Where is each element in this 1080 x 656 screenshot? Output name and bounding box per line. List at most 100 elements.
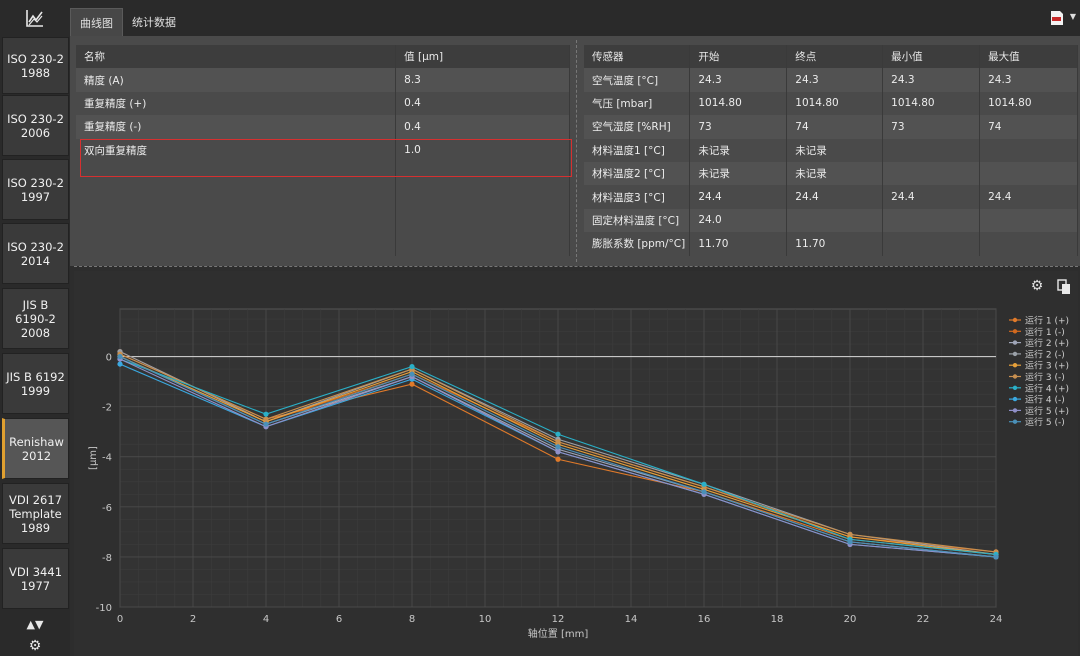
- data-point: [701, 481, 707, 487]
- settings-gear-icon[interactable]: ⚙: [28, 638, 42, 654]
- sidebar-item-label: VDI 2617 Template 1989: [8, 492, 63, 535]
- legend-entry[interactable]: 运行 5 (-): [1025, 416, 1065, 428]
- x-tick-label: 6: [336, 614, 342, 625]
- cell-value: [786, 208, 884, 233]
- sidebar-item-standard[interactable]: VDI 3441 1977: [2, 548, 69, 609]
- empty-cell: [395, 208, 570, 233]
- legend-marker: [1012, 419, 1018, 424]
- sidebar-item-standard[interactable]: Renishaw 2012: [2, 418, 69, 479]
- cell-value: 24.3: [786, 68, 884, 92]
- sidebar-item-label: JIS B 6192 1999: [6, 369, 65, 398]
- column-header: 开始: [689, 45, 788, 69]
- panel-divider-horizontal[interactable]: [74, 266, 1078, 267]
- pdf-dropdown-icon[interactable]: ▼: [1069, 12, 1076, 21]
- data-point: [555, 456, 561, 462]
- legend-entry[interactable]: 运行 2 (+): [1025, 337, 1069, 349]
- legend-marker: [1012, 340, 1018, 345]
- cell-value: 1.0: [395, 138, 570, 162]
- cell-name: 重复精度 (+): [76, 91, 397, 116]
- table-row[interactable]: 材料温度2 [°C] 未记录 未记录: [584, 161, 1078, 186]
- sidebar-item-standard[interactable]: ISO 230-2 2006: [2, 95, 69, 156]
- sidebar-item-standard[interactable]: JIS B 6192 1999: [2, 353, 69, 414]
- legend-entry[interactable]: 运行 1 (-): [1025, 326, 1065, 338]
- sidebar-item-standard[interactable]: ISO 230-2 1997: [2, 159, 69, 220]
- y-tick-label: -6: [102, 503, 112, 514]
- sidebar-item-standard[interactable]: ISO 230-2 2014: [2, 223, 69, 284]
- column-header: 终点: [786, 45, 884, 69]
- legend-marker: [1012, 317, 1018, 323]
- copy-chart-icon[interactable]: [1057, 279, 1071, 295]
- x-tick-label: 18: [771, 614, 784, 625]
- scroll-arrows-icon[interactable]: ▲▼: [26, 618, 44, 631]
- x-tick-label: 8: [409, 614, 415, 625]
- x-tick-label: 2: [190, 614, 196, 625]
- empty-cell: [76, 161, 397, 186]
- table-row[interactable]: 重复精度 (+) 0.4: [76, 91, 570, 116]
- column-header: 最大值: [979, 45, 1078, 69]
- legend-entry[interactable]: 运行 3 (-): [1025, 371, 1065, 383]
- empty-row: [76, 185, 570, 209]
- data-point: [409, 363, 415, 370]
- table-row[interactable]: 空气温度 [°C] 24.3 24.3 24.3 24.3: [584, 68, 1078, 92]
- data-point: [409, 371, 415, 377]
- cell-value: 24.4: [786, 185, 884, 209]
- cell-value: 24.0: [689, 208, 788, 233]
- table-row[interactable]: 双向重复精度 1.0: [76, 138, 570, 162]
- legend-entry[interactable]: 运行 4 (-): [1025, 394, 1065, 406]
- cell-value: 24.3: [882, 68, 981, 92]
- pdf-export-icon[interactable]: [1050, 10, 1064, 26]
- empty-cell: [395, 185, 570, 209]
- chart-settings-icon[interactable]: ⚙: [1030, 278, 1044, 294]
- x-tick-label: 20: [844, 614, 857, 625]
- legend-marker: [1012, 329, 1018, 334]
- table-row[interactable]: 材料温度1 [°C] 未记录 未记录: [584, 138, 1078, 162]
- table-row[interactable]: 膨胀系数 [ppm/°C] 11.70 11.70: [584, 232, 1078, 256]
- table-row[interactable]: 材料温度3 [°C] 24.4 24.4 24.4 24.4: [584, 185, 1078, 209]
- cell-sensor: 材料温度3 [°C]: [584, 185, 691, 209]
- legend-marker: [1012, 408, 1018, 413]
- table-row[interactable]: 空气湿度 [%RH] 73 74 73 74: [584, 115, 1078, 139]
- empty-row: [76, 161, 570, 186]
- table-row[interactable]: 精度 (A) 8.3: [76, 68, 570, 92]
- data-point: [847, 539, 853, 545]
- column-header: 最小值: [882, 45, 981, 69]
- legend-entry[interactable]: 运行 2 (-): [1025, 348, 1065, 360]
- legend-marker: [1012, 363, 1018, 368]
- column-header-value: 值 [µm]: [395, 45, 570, 69]
- sidebar-item-label: Renishaw 2012: [9, 434, 64, 463]
- x-tick-label: 4: [263, 614, 269, 625]
- data-point: [117, 353, 123, 360]
- cell-value: [979, 138, 1078, 162]
- legend-entry[interactable]: 运行 4 (+): [1025, 382, 1069, 394]
- empty-cell: [76, 185, 397, 209]
- legend-entry[interactable]: 运行 1 (+): [1025, 315, 1069, 327]
- panel-divider-vertical[interactable]: [576, 40, 577, 262]
- sidebar-item-standard[interactable]: JIS B 6190-2 2008: [2, 288, 69, 349]
- sidebar-item-label: ISO 230-2 1988: [7, 51, 64, 80]
- x-tick-label: 16: [698, 614, 711, 625]
- chart-logo-icon[interactable]: [0, 0, 70, 36]
- legend-entry[interactable]: 运行 5 (+): [1025, 405, 1069, 417]
- table-row[interactable]: 气压 [mbar] 1014.80 1014.80 1014.80 1014.80: [584, 91, 1078, 116]
- tab-statistics[interactable]: 统计数据: [132, 16, 176, 29]
- cell-sensor: 材料温度1 [°C]: [584, 138, 691, 162]
- cell-value: 24.4: [689, 185, 788, 209]
- cell-value: 8.3: [395, 68, 570, 92]
- table-row[interactable]: 固定材料温度 [°C] 24.0: [584, 208, 1078, 233]
- table-row[interactable]: 重复精度 (-) 0.4: [76, 115, 570, 139]
- y-axis-label: [µm]: [88, 446, 99, 470]
- tab-chart[interactable]: 曲线图: [70, 8, 123, 36]
- legend-entry[interactable]: 运行 3 (+): [1025, 360, 1069, 372]
- cell-value: 74: [786, 115, 884, 139]
- legend-marker: [1012, 374, 1018, 379]
- x-tick-label: 24: [990, 614, 1003, 625]
- legend-marker: [1012, 396, 1018, 402]
- cell-name: 双向重复精度: [76, 138, 397, 162]
- cell-value: 未记录: [689, 161, 788, 186]
- sidebar-item-standard[interactable]: ISO 230-2 1988: [2, 37, 69, 94]
- standards-sidebar: ISO 230-2 1988 ISO 230-2 2006 ISO 230-2 19…: [0, 0, 70, 656]
- sidebar-item-standard[interactable]: VDI 2617 Template 1989: [2, 483, 69, 544]
- legend-marker: [1012, 385, 1018, 390]
- x-axis-label: 轴位置 [mm]: [528, 627, 589, 640]
- sidebar-item-label: JIS B 6190-2 2008: [15, 297, 56, 340]
